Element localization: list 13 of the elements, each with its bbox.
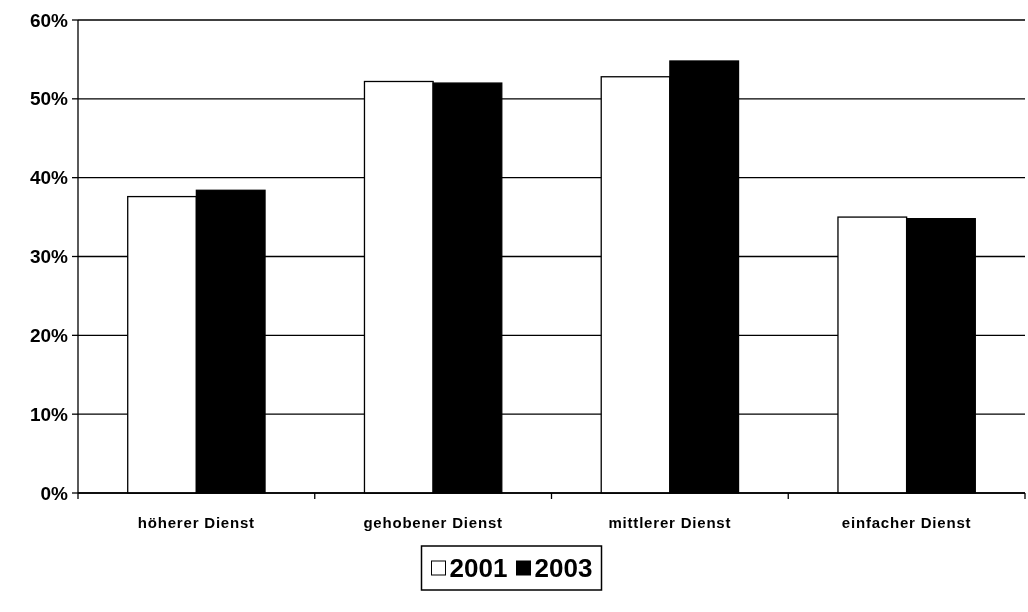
y-tick-label: 0%: [40, 482, 69, 504]
y-tick-label: 30%: [29, 246, 69, 268]
x-tick-label: gehobener Dienst: [363, 514, 503, 531]
x-tick-label: höherer Dienst: [137, 514, 255, 531]
y-tick-label: 10%: [29, 403, 69, 425]
x-tick-label: mittlerer Dienst: [608, 514, 732, 531]
x-tick-label: einfacher Dienst: [841, 514, 972, 531]
y-tick-label: 20%: [29, 324, 69, 346]
y-tick-label: 60%: [29, 9, 69, 31]
y-tick-label: 40%: [29, 167, 69, 189]
legend-label: 2001: [449, 553, 508, 583]
legend-label: 2003: [534, 553, 593, 583]
y-tick-label: 50%: [29, 88, 69, 110]
